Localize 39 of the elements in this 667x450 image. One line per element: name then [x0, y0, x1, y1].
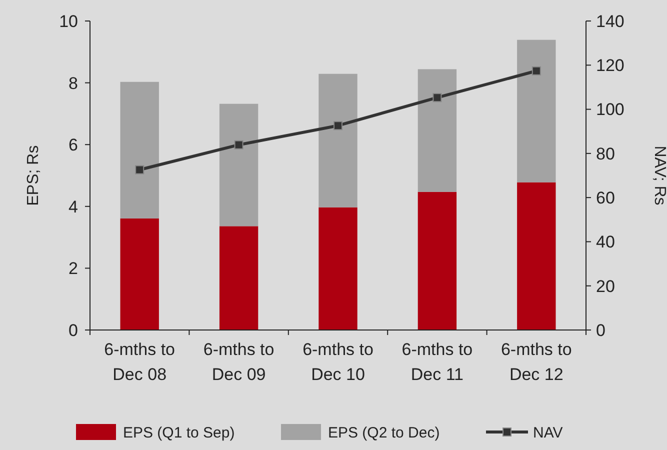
x-tick-label: 6-mths to Dec 11: [402, 340, 473, 384]
y-axis-title: EPS; Rs: [25, 145, 42, 206]
bar: [418, 192, 457, 330]
y2-tick-label: 20: [596, 276, 615, 296]
bar: [318, 74, 358, 208]
y2-tick-label: 140: [596, 12, 624, 31]
y-tick-label: 0: [68, 320, 78, 340]
x-tick-label: 6-mths to Dec 12: [500, 340, 572, 384]
legend-label: EPS (Q1 to Sep): [123, 424, 235, 442]
y-tick-label: 2: [68, 259, 78, 278]
bar: [517, 40, 556, 182]
y2-tick-label: 120: [596, 56, 624, 76]
point: [532, 66, 541, 76]
point: [234, 140, 244, 150]
y-tick-label: 10: [59, 12, 78, 31]
legend-label: NAV: [533, 424, 563, 442]
y-tick-label: 4: [68, 197, 78, 216]
x-tick-label: 6-mths to Dec 09: [203, 340, 274, 384]
point: [432, 93, 442, 102]
y-tick-label: 8: [68, 74, 78, 93]
point: [334, 121, 342, 130]
bar: [120, 82, 159, 218]
x-tick-label: 6-mths to Dec 08: [104, 340, 176, 384]
bar: [517, 182, 556, 330]
legend-label: EPS (Q2 to Dec): [328, 424, 440, 442]
bar: [219, 104, 258, 226]
y2-tick-label: 0: [596, 320, 606, 340]
point: [135, 165, 144, 174]
y2-tick-label: 40: [596, 232, 615, 252]
bar: [219, 226, 258, 330]
y2-tick-label: 60: [596, 188, 615, 208]
y2-tick-label: 100: [596, 100, 624, 120]
bar: [318, 207, 358, 330]
x-tick-label: 6-mths to Dec 10: [302, 340, 374, 384]
y2-tick-label: 80: [596, 144, 615, 164]
y-tick-label: 6: [68, 136, 78, 155]
y2-axis-title: NAV; Rs: [651, 146, 667, 206]
bar: [120, 218, 159, 330]
bar: [418, 69, 457, 192]
